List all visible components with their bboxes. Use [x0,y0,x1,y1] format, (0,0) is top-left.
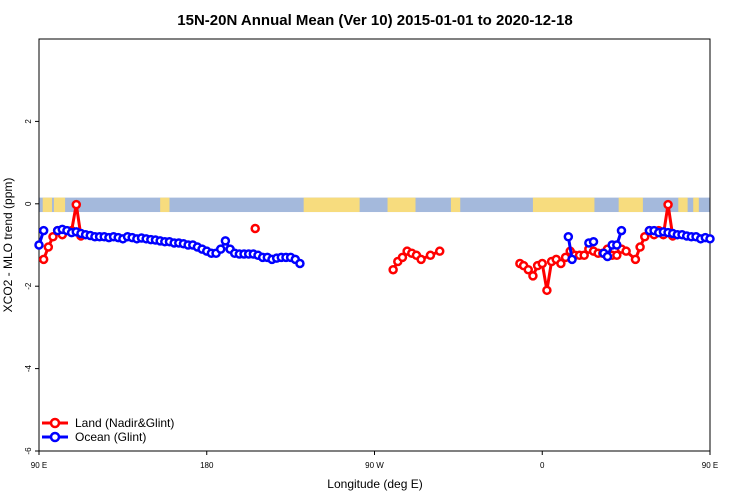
y-tick-label: -4 [24,364,33,372]
legend-label: Ocean (Glint) [75,430,146,444]
land-patch [57,197,66,213]
land-patch [532,197,595,213]
data-point [71,199,82,210]
series-group [38,199,678,296]
x-tick-label: 0 [540,461,545,470]
y-tick-label: -6 [24,447,33,455]
x-axis-label: Longitude (deg E) [327,477,422,491]
data-point [542,285,552,296]
y-axis-label: XCO2 - MLO trend (ppm) [1,178,15,313]
data-point [635,242,645,252]
data-point [528,271,538,281]
x-tick-label: 90 E [31,461,47,470]
y-axis: 2 0 -2 -4 -6 [24,119,39,455]
land-patch [42,197,53,213]
data-point [34,240,44,250]
chart-title: 15N-20N Annual Mean (Ver 10) 2015-01-01 … [177,12,572,29]
series-layer [34,199,715,296]
data-point [215,244,226,254]
data-point [537,258,547,269]
data-point [425,250,436,261]
land-patch [450,197,461,213]
series-group [34,224,305,269]
data-point [48,232,58,242]
data-point [388,264,398,275]
data-point [602,251,613,262]
data-point [556,258,566,269]
data-point [434,246,445,256]
x-axis: 90 E 180 90 W 0 90 E [31,451,718,470]
land-patch [303,197,360,213]
land-sea-band [39,197,710,213]
data-point [567,254,577,265]
x-tick-label: 90 W [365,461,384,470]
legend-marker [49,417,61,429]
data-point [250,223,260,234]
data-point [640,232,650,242]
data-point [588,236,599,247]
land-patch [387,197,416,213]
legend-marker [49,431,61,443]
data-point [579,250,589,261]
data-point [397,252,408,263]
y-tick-label: -2 [24,282,33,290]
data-point [220,236,231,246]
data-point [612,250,622,261]
data-point [621,246,631,256]
legend: Land (Nadir&Glint)Ocean (Glint) [42,416,174,444]
data-point [295,258,305,269]
y-tick-label: 0 [24,201,33,206]
data-point [612,240,622,250]
land-patch [160,197,170,213]
data-point [523,264,534,275]
land-patch [678,197,688,213]
land-patch [693,197,699,213]
data-point [663,199,673,210]
data-point [616,225,627,236]
x-tick-label: 90 E [702,461,718,470]
data-point [38,225,49,236]
x-tick-label: 180 [200,461,214,470]
data-point [416,254,426,265]
land-patch [618,197,643,213]
data-point [630,254,641,265]
data-point [705,234,715,244]
y-tick-label: 2 [24,119,33,124]
data-point [38,254,49,265]
data-point [563,232,574,242]
ocean-band [39,197,710,213]
series-group [563,225,715,265]
data-point [43,242,54,252]
legend-label: Land (Nadir&Glint) [75,416,174,430]
